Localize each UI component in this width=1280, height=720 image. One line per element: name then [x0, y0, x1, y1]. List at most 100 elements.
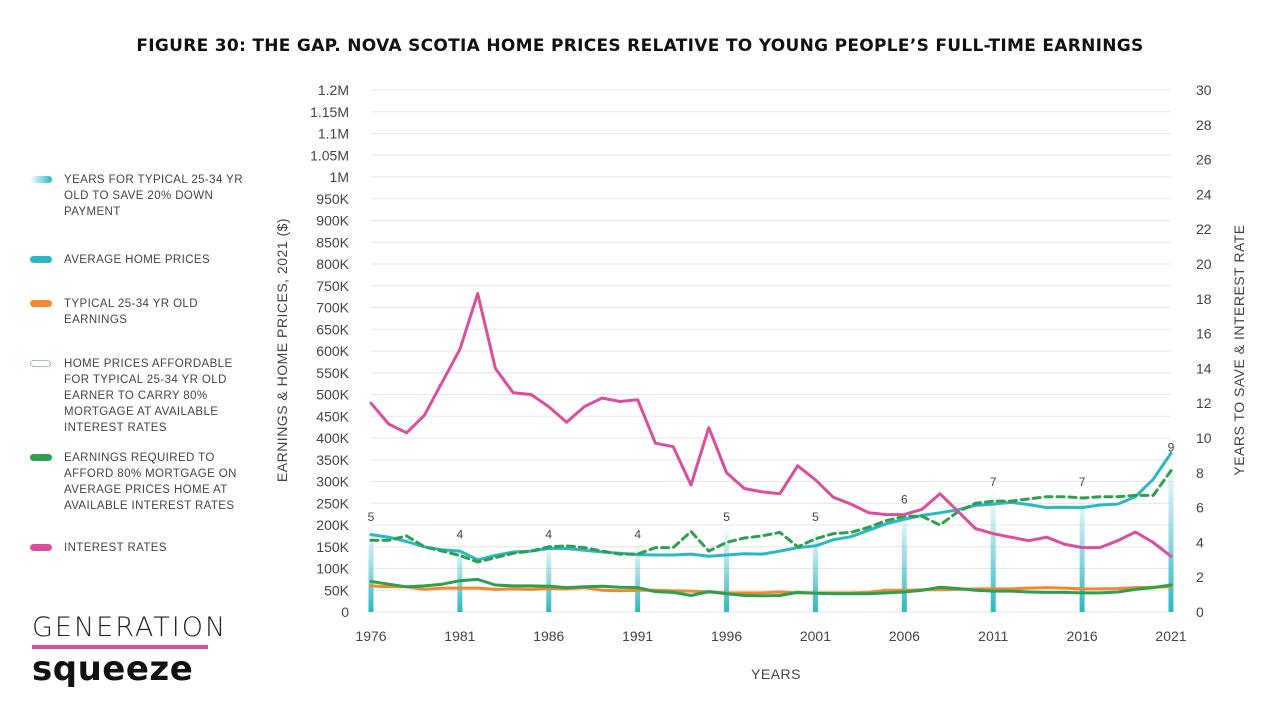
bar-data-label: 4: [545, 527, 552, 541]
x-tick-label: 1986: [533, 628, 564, 644]
y-tick-label: 850K: [316, 234, 349, 250]
y-tick-label: 500K: [316, 387, 349, 403]
y-tick-label: 1.15M: [310, 104, 349, 120]
x-tick-label: 2001: [800, 628, 831, 644]
x-tick-label: 1996: [711, 628, 742, 644]
y-tick-label: 1.1M: [318, 126, 349, 142]
x-tick-label: 1981: [444, 628, 475, 644]
y-tick-label: 400K: [316, 430, 349, 446]
x-tick-label: 2016: [1067, 628, 1098, 644]
y-tick-label: 650K: [316, 321, 349, 337]
legend-label: AVERAGE HOME PRICES: [64, 254, 211, 266]
bar-data-label: 9: [1168, 440, 1175, 454]
y2-tick-label: 22: [1196, 221, 1212, 237]
bar-data-label: 5: [812, 510, 819, 524]
y2-axis-label: YEARS TO SAVE & INTEREST RATE: [1231, 224, 1247, 475]
y2-tick-label: 8: [1196, 465, 1204, 481]
y-tick-label: 1.2M: [318, 82, 349, 98]
y-tick-label: 750K: [316, 278, 349, 294]
y2-tick-label: 12: [1196, 395, 1212, 411]
y2-tick-label: 30: [1196, 82, 1212, 98]
years-to-save-bar: [901, 507, 907, 612]
y2-tick-label: 28: [1196, 117, 1212, 133]
bar-data-label: 4: [634, 527, 641, 541]
years-to-save-bar: [635, 542, 641, 612]
years-to-save-bar: [1168, 455, 1174, 612]
x-tick-label: 1991: [622, 628, 653, 644]
bar-data-label: 5: [723, 510, 730, 524]
logo-text-top: GENERATION: [32, 612, 228, 643]
chart-title: FIGURE 30: THE GAP. NOVA SCOTIA HOME PRI…: [136, 36, 1144, 56]
y-tick-label: 300K: [316, 474, 349, 490]
series-line: [369, 292, 1173, 558]
series-line: [369, 469, 1173, 564]
y-tick-label: 50K: [324, 582, 350, 598]
x-axis: 1976 1981 1986 1991 1996 2001 2006 2011 2016 2021: [355, 628, 1186, 644]
y2-tick-label: 24: [1196, 186, 1212, 202]
x-tick-label: 1976: [355, 628, 386, 644]
y-tick-label: 0: [341, 604, 349, 620]
y-tick-label: 150K: [316, 539, 349, 555]
legend-swatch-gradient-icon: [30, 176, 52, 183]
legend-swatch-icon: [30, 454, 52, 461]
series-lines: [369, 292, 1173, 598]
bar-data-label: 7: [990, 475, 997, 489]
y2-tick-label: 20: [1196, 256, 1212, 272]
y-tick-label: 950K: [316, 191, 349, 207]
bar-data-label: 6: [901, 493, 908, 507]
x-tick-label: 2021: [1155, 628, 1186, 644]
y-tick-label: 1M: [330, 169, 349, 185]
x-tick-label: 2011: [978, 628, 1008, 644]
legend-label: HOME PRICES AFFORDABLE FOR TYPICAL 25-34…: [64, 358, 233, 434]
x-axis-label: YEARS: [751, 666, 801, 682]
years-to-save-bar: [990, 490, 996, 612]
years-to-save-bar: [724, 525, 730, 612]
y2-tick-label: 26: [1196, 152, 1212, 168]
legend-label: TYPICAL 25-34 YR OLD EARNINGS: [64, 298, 198, 326]
y-tick-label: 600K: [316, 343, 349, 359]
legend-swatch-dotted-icon: [30, 360, 51, 367]
series-line: [369, 577, 1173, 598]
y2-tick-label: 0: [1196, 604, 1204, 620]
y2-tick-label: 14: [1196, 360, 1212, 376]
y-tick-label: 900K: [316, 213, 349, 229]
y-tick-label: 800K: [316, 256, 349, 272]
y2-tick-label: 18: [1196, 291, 1212, 307]
legend-label: INTEREST RATES: [64, 542, 167, 554]
y-tick-label: 700K: [316, 300, 349, 316]
years-to-save-bar: [546, 542, 552, 612]
years-to-save-bar: [812, 525, 818, 612]
y-tick-label: 1.05M: [310, 147, 349, 163]
series-line: [369, 451, 1173, 562]
years-to-save-bars: 5 4 4 4 5 5 6 7 7 9: [368, 440, 1175, 612]
bar-data-label: 4: [457, 527, 464, 541]
y-tick-label: 550K: [316, 365, 349, 381]
y-tick-label: 250K: [316, 495, 349, 511]
logo-text-bottom: squeeze: [32, 649, 194, 689]
y-axis-left: 0 50K 100K 150K 200K 250K 300K 350K 400K 450K 500K…: [310, 82, 350, 620]
legend-label: EARNINGS REQUIRED TO AFFORD 80% MORTGAGE…: [64, 452, 237, 512]
legend-label: YEARS FOR TYPICAL 25-34 YR OLD TO SAVE 2…: [64, 174, 243, 218]
legend-swatch-icon: [30, 544, 52, 551]
bar-data-label: 7: [1079, 475, 1086, 489]
y-tick-label: 100K: [316, 561, 349, 577]
y2-tick-label: 16: [1196, 326, 1212, 342]
bar-data-label: 5: [368, 510, 375, 524]
years-to-save-bar: [457, 542, 463, 612]
x-tick-label: 2006: [889, 628, 920, 644]
legend-swatch-icon: [30, 300, 52, 307]
series-line: [369, 584, 1173, 595]
y-tick-label: 200K: [316, 517, 349, 533]
y-tick-label: 350K: [316, 452, 349, 468]
years-to-save-bar: [368, 525, 374, 612]
years-to-save-bar: [1079, 490, 1085, 612]
legend-swatch-icon: [30, 256, 52, 263]
logo-divider: [32, 645, 208, 649]
y2-tick-label: 6: [1196, 500, 1204, 516]
y2-tick-label: 4: [1196, 534, 1204, 550]
y2-tick-label: 2: [1196, 569, 1204, 585]
y-axis-label: EARNINGS & HOME PRICES, 2021 ($): [274, 218, 290, 482]
y-tick-label: 450K: [316, 408, 349, 424]
